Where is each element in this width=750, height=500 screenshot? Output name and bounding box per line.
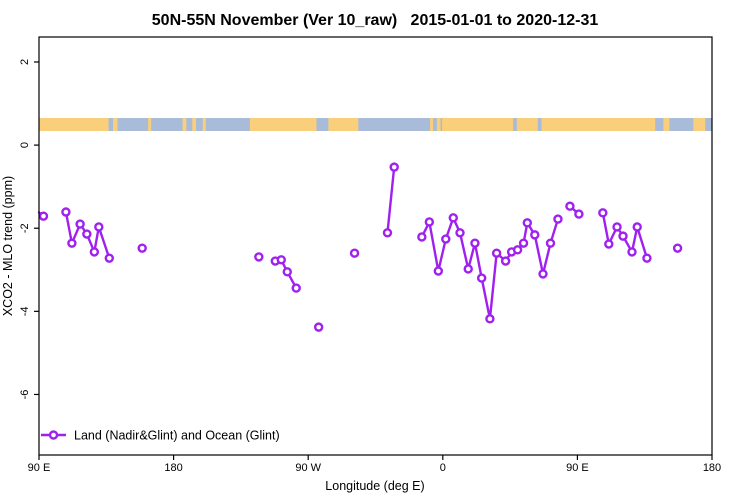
data-point (470, 238, 480, 248)
data-point (598, 208, 608, 218)
data-point (574, 209, 584, 219)
data-point (61, 207, 71, 217)
data-point (433, 266, 444, 276)
data-point (382, 228, 393, 238)
series-line (386, 165, 396, 234)
data-point (618, 231, 628, 241)
data-point (612, 222, 622, 232)
data-point (417, 232, 427, 242)
data-point (538, 269, 548, 279)
y-tick-label: 2 (19, 59, 31, 65)
data-point (67, 238, 77, 248)
data-point (282, 267, 292, 277)
data-point (463, 264, 473, 274)
y-tick-label: -4 (19, 306, 31, 316)
data-point (104, 253, 114, 263)
x-tick-label: 180 (703, 462, 721, 474)
plot-box (38, 36, 713, 456)
data-point (485, 314, 495, 324)
data-point (565, 201, 575, 211)
x-tick-label: 90 W (295, 462, 321, 474)
data-point (522, 218, 532, 228)
data-point (94, 222, 104, 232)
legend-label: Land (Nadir&Glint) and Ocean (Glint) (74, 429, 280, 443)
data-point (627, 247, 637, 257)
data-point (291, 283, 301, 293)
data-point (441, 234, 451, 244)
chart-title: 50N-55N November (Ver 10_raw) 2015-01-01… (151, 12, 599, 29)
y-tick-label: -2 (19, 223, 31, 233)
y-tick-label: 0 (19, 142, 31, 148)
data-point (604, 239, 614, 249)
data-point (89, 247, 100, 257)
land-segment (328, 118, 359, 132)
data-point (545, 238, 556, 248)
data-point (553, 214, 563, 224)
data-point (82, 229, 92, 239)
data-series (37, 162, 683, 332)
data-point (38, 211, 49, 221)
land-segment (663, 118, 670, 132)
data-point (642, 253, 652, 263)
data-point (512, 245, 523, 255)
land-segment (113, 118, 118, 132)
land-segment (430, 118, 434, 132)
legend-marker-icon (48, 430, 59, 440)
x-tick-label: 0 (440, 462, 446, 474)
data-point (389, 162, 399, 172)
data-point (448, 213, 458, 223)
land-segment (693, 118, 706, 132)
land-segment (182, 118, 187, 132)
land-segment (202, 118, 206, 132)
land-segment (39, 118, 109, 132)
data-point (276, 255, 286, 265)
data-point (518, 238, 529, 248)
data-point (500, 256, 511, 266)
world-map-band (39, 118, 712, 132)
x-tick-label: 90 E (28, 462, 51, 474)
ocean-speck (537, 118, 542, 132)
data-point (137, 243, 147, 253)
data-point (455, 228, 465, 238)
land-segment (436, 118, 441, 132)
land-segment (249, 118, 317, 132)
y-axis-label: XCO2 - MLO trend (ppm) (1, 176, 15, 316)
land-segment (442, 118, 656, 132)
x-tick-label: 90 E (566, 462, 589, 474)
data-point (632, 222, 642, 232)
legend: Land (Nadir&Glint) and Ocean (Glint) (41, 429, 280, 443)
data-point (476, 273, 487, 283)
data-point (530, 230, 540, 240)
ocean-speck (513, 118, 517, 132)
data-point (672, 243, 683, 253)
data-point (254, 252, 264, 262)
data-point (424, 217, 435, 227)
data-point (349, 248, 360, 258)
x-tick-label: 180 (164, 462, 182, 474)
y-tick-label: -6 (19, 390, 31, 400)
data-point (75, 219, 85, 229)
data-point (491, 248, 502, 258)
axes: 90 E 180 90 W 0 90 E 180 2 0 -2 -4 -6 (19, 36, 721, 474)
land-segment (192, 118, 197, 132)
x-axis-label: Longitude (deg E) (325, 479, 424, 493)
land-segment (148, 118, 152, 132)
data-point (313, 322, 324, 332)
